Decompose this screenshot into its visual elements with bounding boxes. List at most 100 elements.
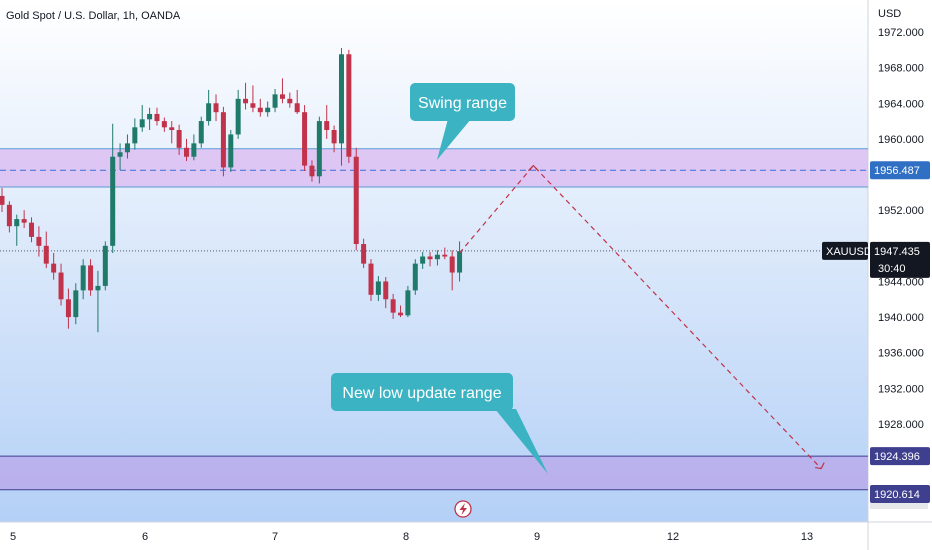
candle-body <box>257 107 263 113</box>
candle-body <box>184 147 189 157</box>
level-tag-swing-bg <box>870 161 930 180</box>
candle-body <box>88 265 94 291</box>
candle-body <box>6 204 12 227</box>
projection-peak-marker <box>527 164 539 172</box>
y-tick-label-3: 1960.000 <box>878 134 924 146</box>
level-tag-swing-text: 1956.487 <box>874 165 920 177</box>
candle-body <box>169 127 175 130</box>
candle-body <box>316 121 322 177</box>
countdown-text: 30:40 <box>878 263 906 275</box>
callout-new-low-range-box <box>331 373 513 411</box>
symbol-tag-text: XAUUSD <box>826 246 872 258</box>
candle-body <box>265 107 271 113</box>
candle-body <box>353 156 359 245</box>
candle-body <box>102 245 108 286</box>
candle-body <box>51 263 57 273</box>
candle-body <box>36 236 42 246</box>
candle-body <box>449 256 455 273</box>
candle-body <box>434 254 440 260</box>
x-tick-label-5: 12 <box>667 531 679 543</box>
y-tick-label-8: 1932.000 <box>878 383 924 395</box>
current-price-tag-bg <box>870 241 930 278</box>
callout-new-low-range-text: New low update range <box>342 385 501 402</box>
projection-arrowhead <box>815 462 825 470</box>
candle-body <box>147 113 153 120</box>
lightning-icon[interactable] <box>454 500 472 518</box>
x-tick-label-6: 13 <box>801 531 813 543</box>
candle-body <box>346 54 352 157</box>
candle-body <box>117 152 123 157</box>
callout-swing-range-pointer <box>437 119 471 160</box>
chart-title: Gold Spot / U.S. Dollar, 1h, OANDA <box>6 10 181 22</box>
y-tick-label-6: 1940.000 <box>878 312 924 324</box>
symbol-tag-bg <box>822 241 868 260</box>
candle-body <box>420 256 426 264</box>
candle-body <box>124 143 130 153</box>
callout-swing-range-text: Swing range <box>418 95 507 112</box>
candle-body <box>427 256 433 260</box>
candle-body <box>73 290 79 318</box>
x-tick-label-3: 8 <box>403 531 409 543</box>
level-tag-lower-low-bg <box>870 485 930 503</box>
candle-body <box>198 121 204 144</box>
candle-body <box>235 98 241 135</box>
candle-body <box>390 299 396 313</box>
y-tick-label-5: 1944.000 <box>878 276 924 288</box>
level-tag-upper-low-bg <box>870 447 930 466</box>
plot-background <box>0 0 868 522</box>
candle-body <box>338 54 344 144</box>
candle-body <box>95 285 101 291</box>
callout-new-low-range-pointer <box>495 409 548 474</box>
candle-body <box>110 156 116 246</box>
candle-body <box>220 112 226 168</box>
y-tick-label-4: 1952.000 <box>878 205 924 217</box>
candle-body <box>405 290 411 316</box>
currency-label: USD <box>878 8 901 20</box>
candle-body <box>302 112 308 166</box>
candle-body <box>272 94 278 108</box>
level-tag-upper-low-text: 1924.396 <box>874 451 920 463</box>
x-tick-label-0: 5 <box>10 531 16 543</box>
candle-body <box>309 165 315 177</box>
y-tick-label-0: 1972.000 <box>878 27 924 39</box>
candle-body <box>412 263 418 291</box>
candle-body <box>191 143 197 157</box>
y-tick-label-9: 1928.000 <box>878 419 924 431</box>
x-tick-label-1: 6 <box>142 531 148 543</box>
time-axis-panel <box>0 522 932 550</box>
candle-body <box>213 103 219 113</box>
candle-body <box>21 219 27 223</box>
y-tick-label-2: 1964.000 <box>878 98 924 110</box>
candle-body <box>398 312 404 316</box>
y-tick-label-1: 1968.000 <box>878 63 924 75</box>
candle-body <box>228 134 234 168</box>
candle-body <box>331 130 337 144</box>
candle-body <box>80 265 86 291</box>
x-tick-label-2: 7 <box>272 531 278 543</box>
candle-body <box>294 103 300 113</box>
candle-body <box>287 98 293 104</box>
current-price-tag-text: 1947.435 <box>874 246 920 258</box>
x-tick-label-4: 9 <box>534 531 540 543</box>
candle-body <box>324 121 330 130</box>
candle-body <box>176 130 182 148</box>
candle-body <box>206 103 212 122</box>
candle-body <box>29 222 35 237</box>
candle-body <box>361 244 367 264</box>
candle-body <box>65 299 71 318</box>
candle-body <box>375 281 381 295</box>
candle-body <box>161 121 167 128</box>
level-tag-lower-low-text: 1920.614 <box>874 489 920 501</box>
candle-body <box>43 245 49 264</box>
candle-body <box>279 94 285 99</box>
candle-body <box>243 98 249 104</box>
candle-body <box>154 113 160 122</box>
candle-body <box>457 251 463 273</box>
candle-body <box>442 254 448 257</box>
candle-body <box>250 103 256 108</box>
candle-body <box>58 272 64 300</box>
zone-0 <box>0 148 868 188</box>
candle-body <box>14 219 20 227</box>
